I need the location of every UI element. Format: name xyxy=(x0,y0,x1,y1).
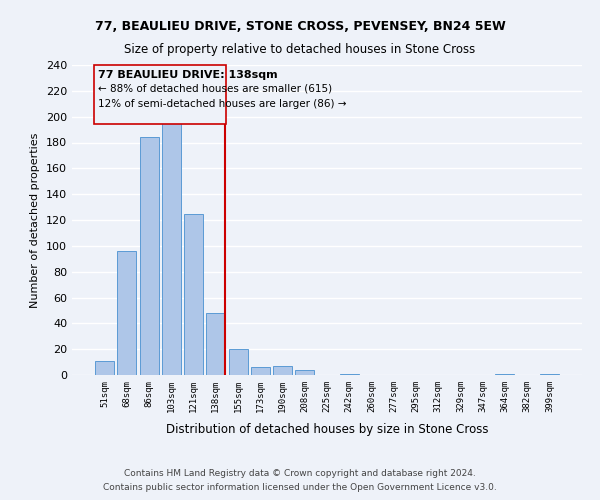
Bar xyxy=(229,349,248,375)
Bar xyxy=(140,138,158,375)
Text: 12% of semi-detached houses are larger (86) →: 12% of semi-detached houses are larger (… xyxy=(98,98,346,108)
Text: 77 BEAULIEU DRIVE: 138sqm: 77 BEAULIEU DRIVE: 138sqm xyxy=(98,70,278,80)
Bar xyxy=(206,313,225,375)
Bar xyxy=(251,367,270,375)
Bar xyxy=(94,65,226,124)
Text: Size of property relative to detached houses in Stone Cross: Size of property relative to detached ho… xyxy=(124,42,476,56)
Bar xyxy=(295,370,314,375)
Bar xyxy=(496,374,514,375)
Text: ← 88% of detached houses are smaller (615): ← 88% of detached houses are smaller (61… xyxy=(98,83,332,93)
Text: Contains HM Land Registry data © Crown copyright and database right 2024.: Contains HM Land Registry data © Crown c… xyxy=(124,468,476,477)
Bar xyxy=(184,214,203,375)
Bar xyxy=(162,116,181,375)
X-axis label: Distribution of detached houses by size in Stone Cross: Distribution of detached houses by size … xyxy=(166,423,488,436)
Text: 77, BEAULIEU DRIVE, STONE CROSS, PEVENSEY, BN24 5EW: 77, BEAULIEU DRIVE, STONE CROSS, PEVENSE… xyxy=(95,20,505,33)
Bar xyxy=(95,361,114,375)
Text: Contains public sector information licensed under the Open Government Licence v3: Contains public sector information licen… xyxy=(103,484,497,492)
Y-axis label: Number of detached properties: Number of detached properties xyxy=(31,132,40,308)
Bar xyxy=(273,366,292,375)
Bar xyxy=(340,374,359,375)
Bar xyxy=(118,251,136,375)
Bar xyxy=(540,374,559,375)
